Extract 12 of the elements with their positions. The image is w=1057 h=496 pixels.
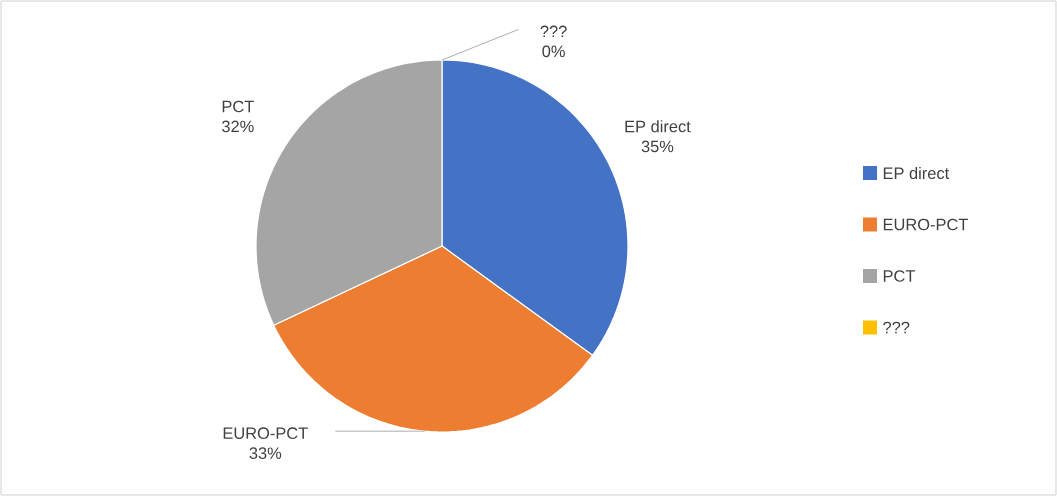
data-label: 33% (249, 447, 282, 459)
legend-label: ??? (883, 321, 910, 334)
data-label: 35% (641, 140, 674, 153)
slice-label: EP direct (625, 120, 691, 133)
legend-label: EURO-PCT (883, 218, 968, 231)
data-label: 32% (222, 120, 254, 133)
category-label: ??? (540, 25, 567, 38)
slice-label: PCT (222, 100, 254, 113)
legend-label: PCT (883, 270, 916, 282)
slice-label: EURO-PCT (223, 427, 308, 440)
legend-label: EP direct (883, 166, 950, 180)
text: 0% (542, 45, 565, 58)
